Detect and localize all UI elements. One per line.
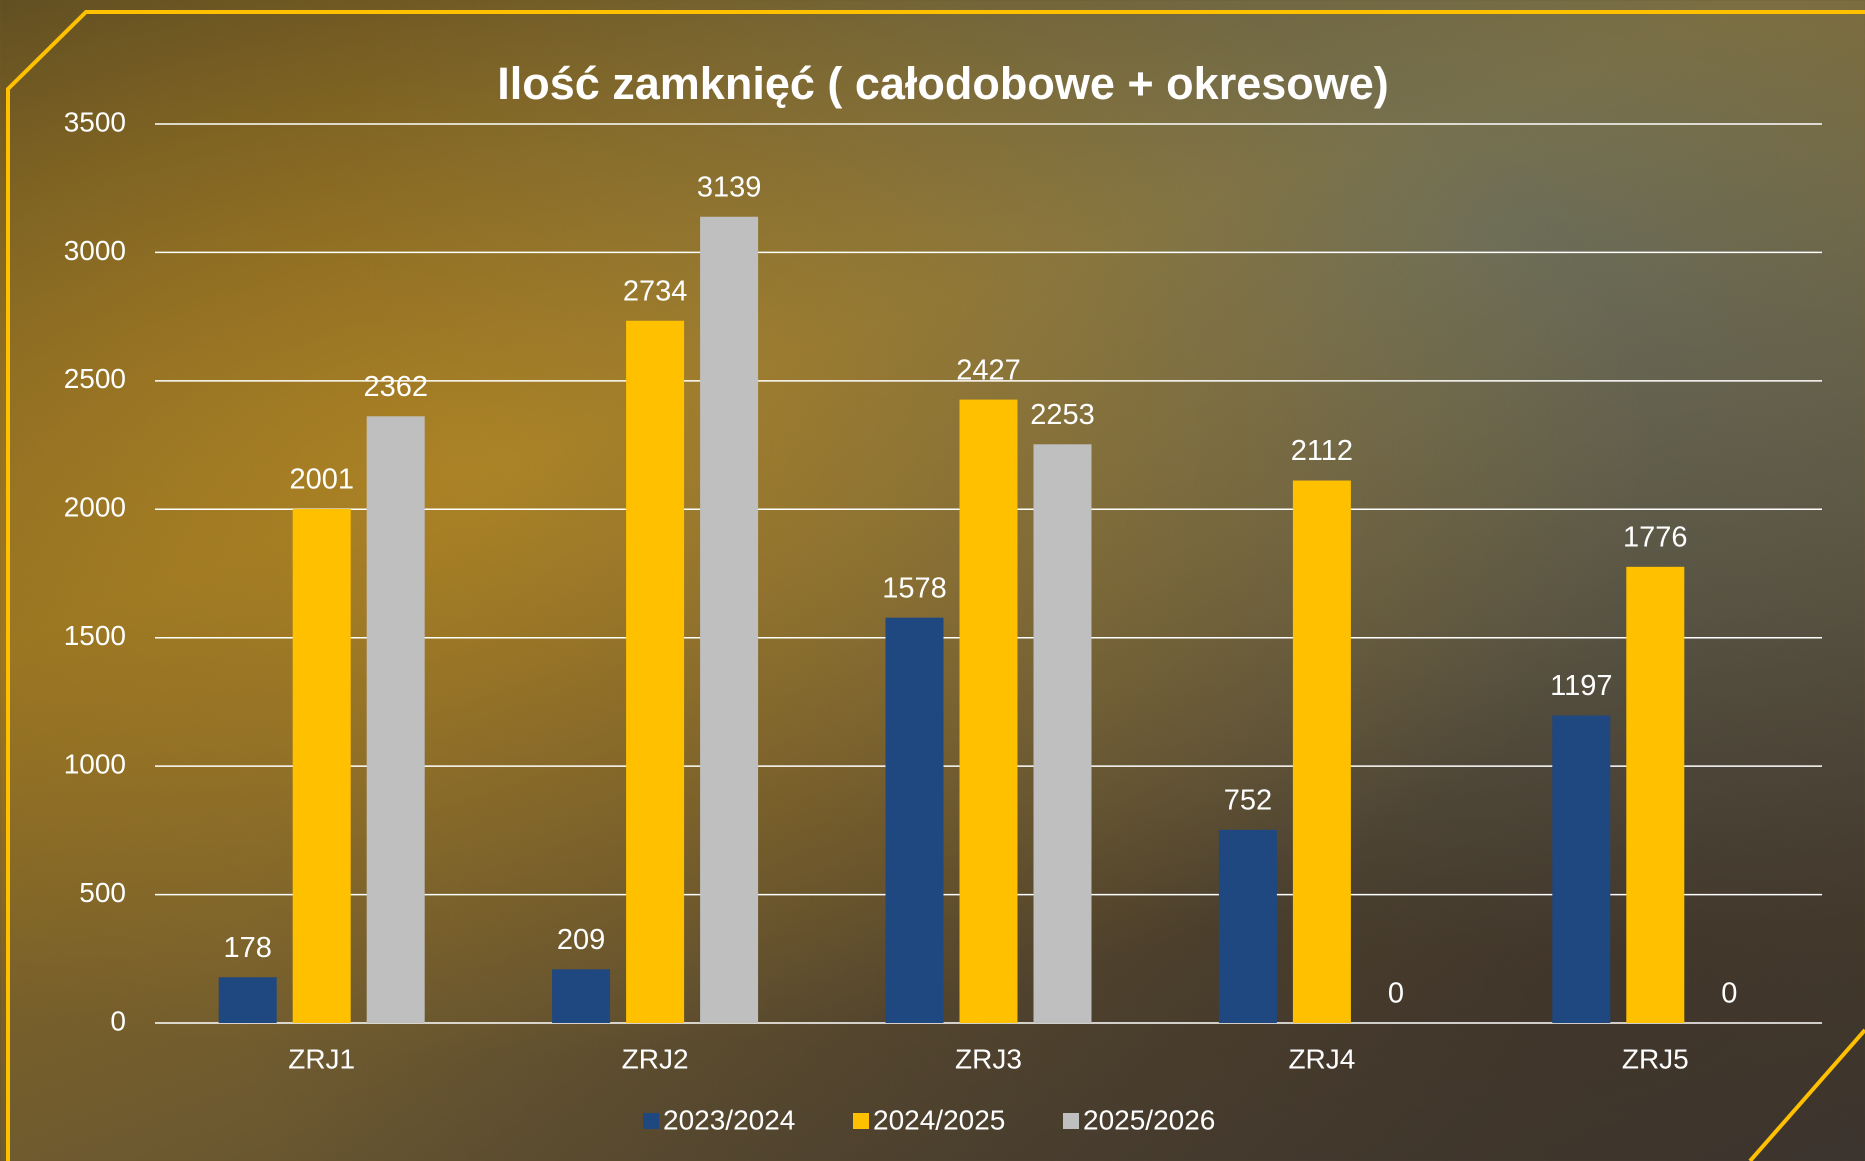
legend-label: 2024/2025	[873, 1104, 1005, 1135]
data-label: 1197	[1550, 670, 1612, 702]
data-label: 0	[1721, 978, 1737, 1010]
data-label: 3139	[697, 171, 762, 203]
y-tick-label: 3500	[64, 106, 126, 137]
y-tick-label: 1000	[64, 749, 126, 780]
data-label: 1776	[1623, 521, 1688, 553]
bar	[700, 217, 758, 1023]
y-tick-label: 3000	[64, 235, 126, 266]
bar	[367, 416, 425, 1023]
legend-swatch	[853, 1113, 869, 1129]
y-tick-label: 1500	[64, 620, 126, 651]
x-tick-label: ZRJ3	[955, 1043, 1022, 1074]
data-label: 752	[1224, 784, 1272, 816]
bar	[219, 977, 277, 1023]
page: Ilość zamknięć ( całodobowe + okresowe) …	[0, 0, 1865, 1161]
x-tick-label: ZRJ2	[622, 1043, 689, 1074]
y-tick-label: 2500	[64, 363, 126, 394]
bar	[1626, 567, 1684, 1023]
bar	[1034, 444, 1092, 1023]
data-label: 209	[557, 924, 605, 956]
frame-corner	[1750, 1030, 1865, 1161]
bar	[626, 321, 684, 1023]
data-label: 178	[224, 932, 272, 964]
legend-swatch	[643, 1113, 659, 1129]
bar	[552, 969, 610, 1023]
bar	[960, 400, 1018, 1023]
chart-title: Ilość zamknięć ( całodobowe + okresowe)	[497, 58, 1389, 109]
bar	[293, 509, 351, 1023]
legend-label: 2025/2026	[1083, 1104, 1215, 1135]
y-tick-label: 2000	[64, 492, 126, 523]
data-label: 2734	[623, 275, 688, 307]
bar	[1293, 481, 1351, 1023]
data-label: 2112	[1291, 435, 1353, 467]
y-tick-label: 500	[79, 877, 126, 908]
x-tick-label: ZRJ4	[1288, 1043, 1355, 1074]
x-tick-label: ZRJ5	[1622, 1043, 1689, 1074]
chart: Ilość zamknięć ( całodobowe + okresowe) …	[0, 0, 1865, 1161]
data-label: 2427	[956, 354, 1021, 386]
legend-swatch	[1063, 1113, 1079, 1129]
data-label: 2362	[363, 371, 428, 403]
data-label: 0	[1388, 978, 1404, 1010]
x-tick-label: ZRJ1	[288, 1043, 355, 1074]
data-label: 2001	[289, 464, 354, 496]
data-label: 2253	[1030, 399, 1095, 431]
bar	[886, 618, 944, 1023]
y-tick-label: 0	[110, 1005, 126, 1036]
data-label: 1578	[882, 572, 947, 604]
legend-label: 2023/2024	[663, 1104, 795, 1135]
bar	[1552, 716, 1610, 1023]
bar	[1219, 830, 1277, 1023]
